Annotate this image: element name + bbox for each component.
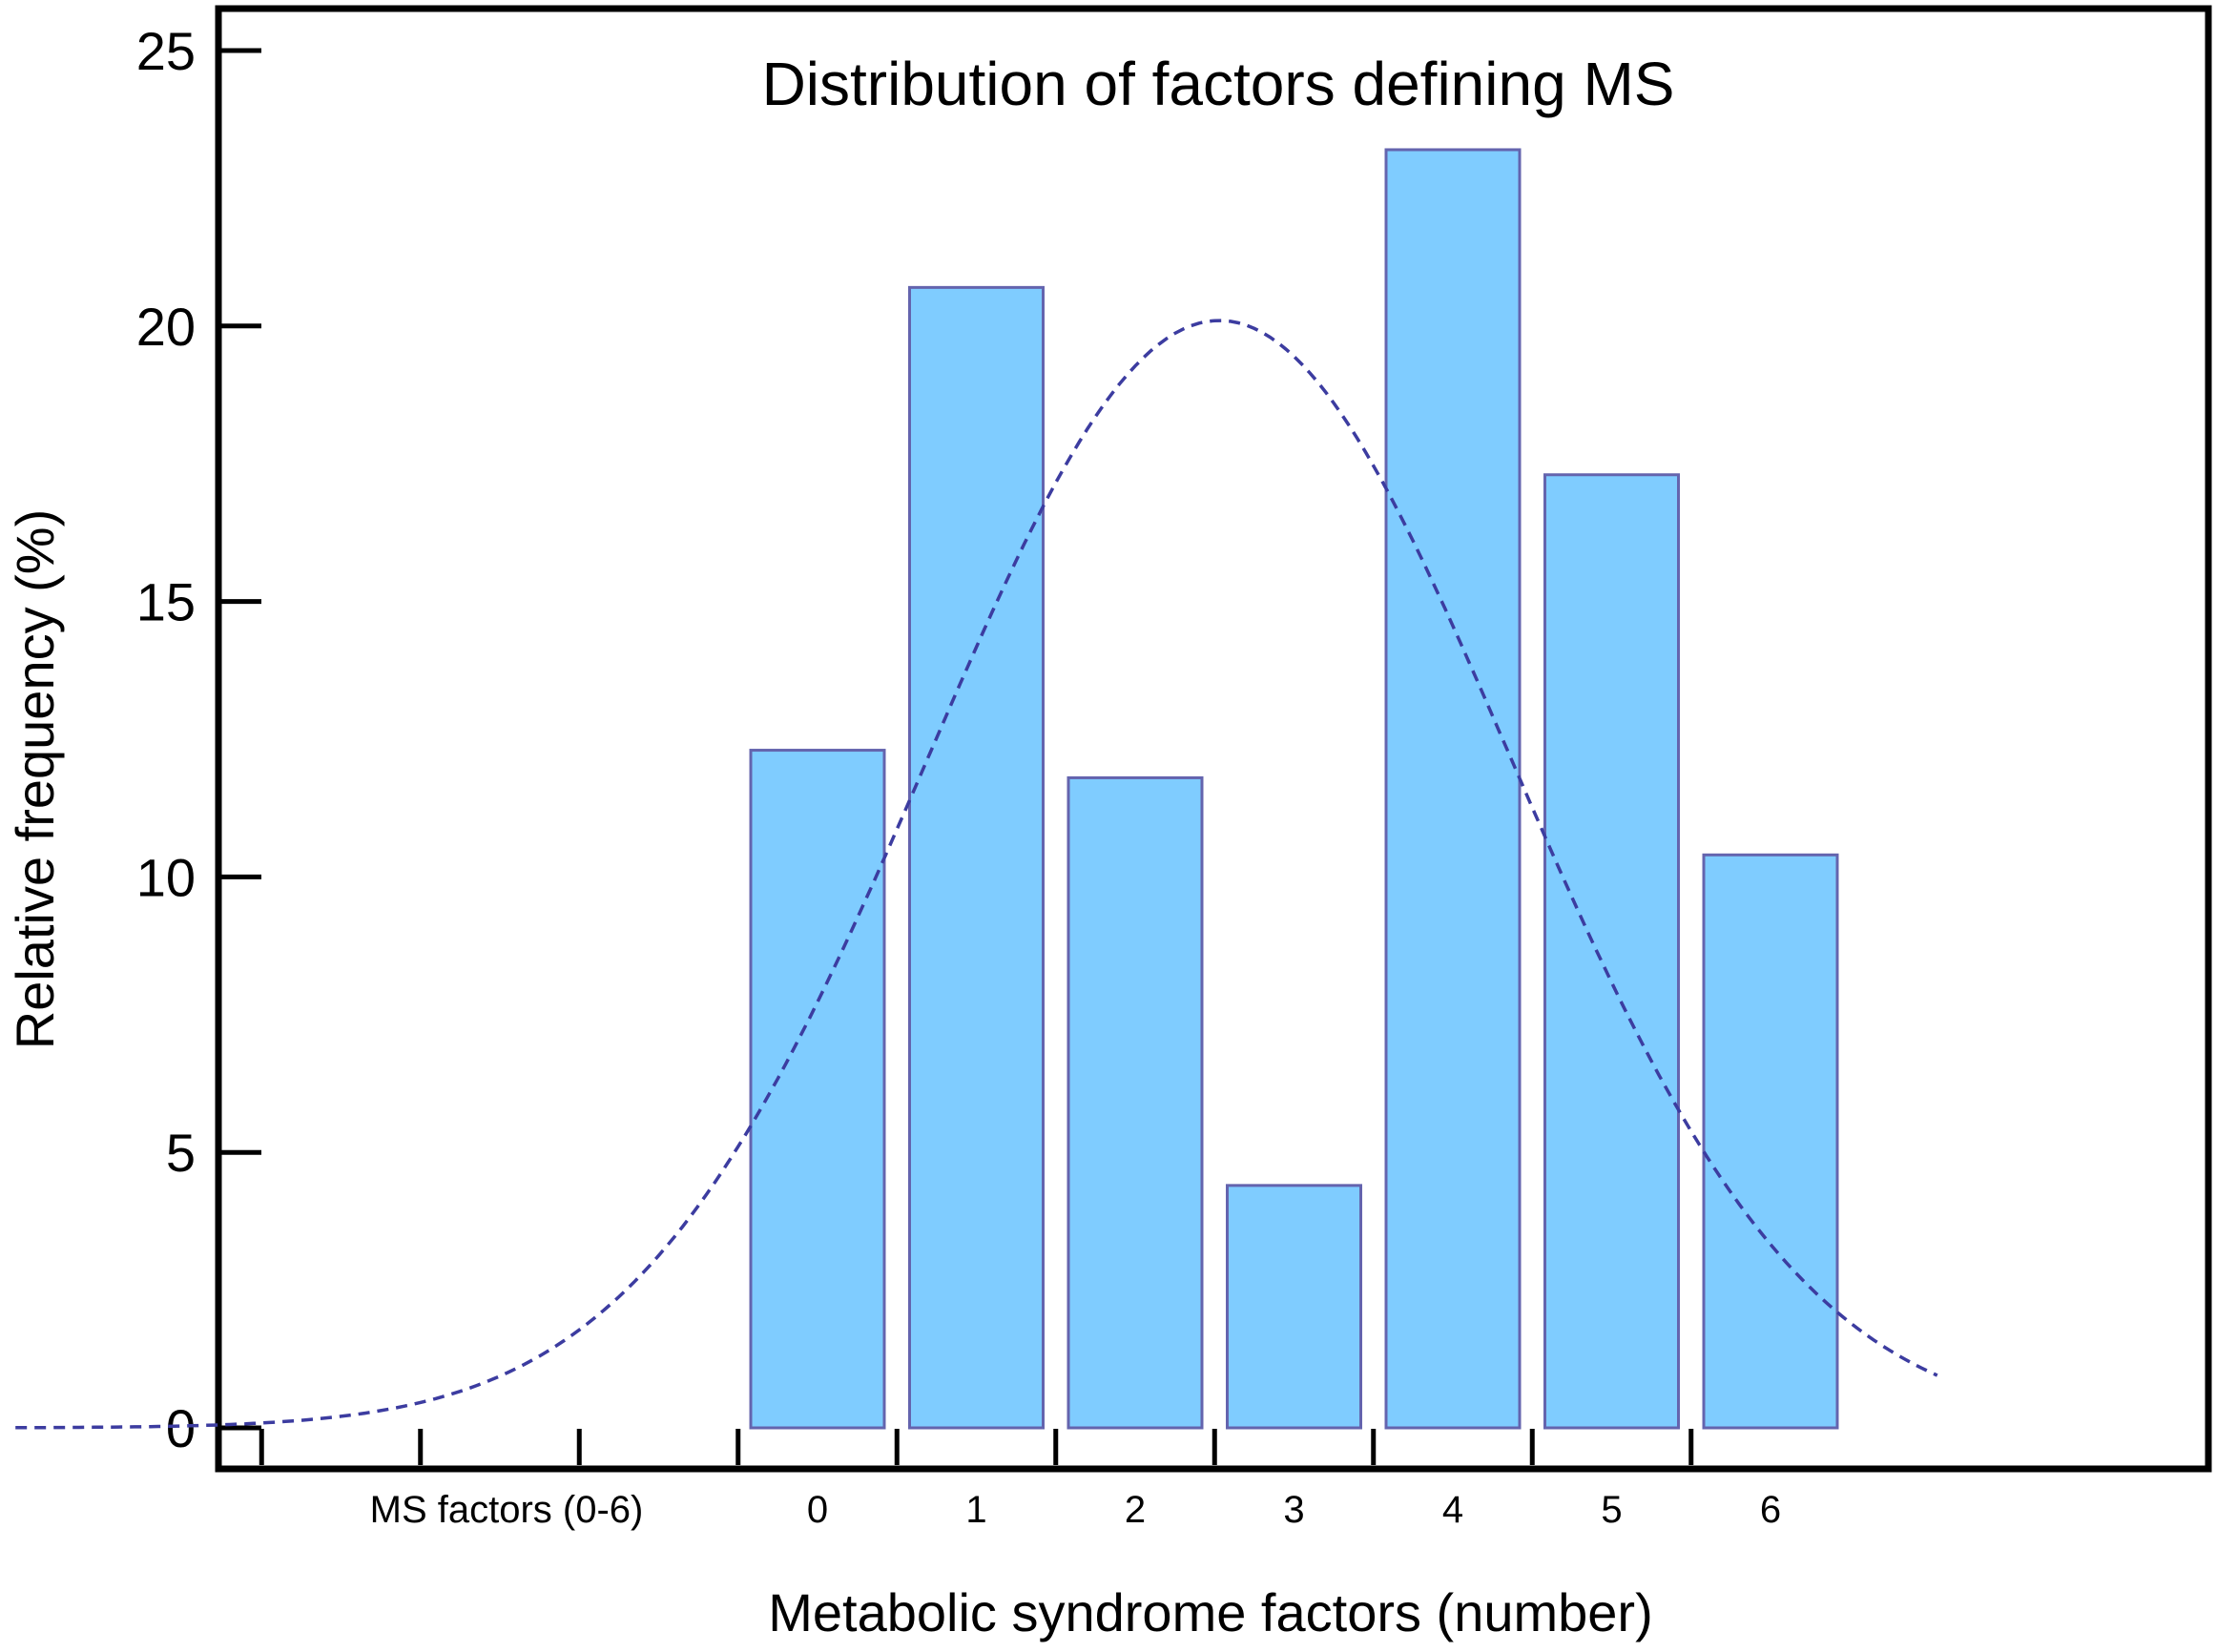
x-tick-label: 2 — [1125, 1489, 1146, 1531]
bar-5 — [1543, 473, 1680, 1430]
x-group-label: MS factors (0-6) — [370, 1489, 644, 1531]
bar-0 — [749, 749, 886, 1430]
x-tick-label: 1 — [965, 1489, 986, 1531]
y-tick-label: 10 — [136, 847, 196, 907]
chart-title: Distribution of factors defining MS — [762, 50, 1675, 118]
x-tick-label: 3 — [1283, 1489, 1304, 1531]
bars-group — [749, 148, 1839, 1430]
y-tick-label: 0 — [166, 1398, 196, 1458]
normal-fit-curve — [15, 319, 1938, 1430]
bar-1 — [908, 285, 1045, 1430]
x-axis-ticks — [259, 1429, 1694, 1465]
bar-4 — [1384, 148, 1522, 1430]
y-tick-label: 25 — [136, 21, 196, 81]
x-tick-label: 5 — [1601, 1489, 1622, 1531]
y-tick-label: 15 — [136, 572, 196, 632]
plot-frame — [215, 5, 2212, 1473]
x-tick-label: 4 — [1442, 1489, 1463, 1531]
y-tick-label: 20 — [136, 297, 196, 357]
x-category-labels: 0 1 2 3 4 5 6 — [807, 1489, 1781, 1531]
x-tick-label: 0 — [807, 1489, 828, 1531]
bar-2 — [1067, 775, 1204, 1430]
x-axis-label: Metabolic syndrome factors (number) — [768, 1582, 1652, 1642]
y-tick-label: 5 — [166, 1123, 196, 1183]
bar-3 — [1226, 1184, 1362, 1430]
y-axis-label: Relative frequency (%) — [5, 509, 65, 1049]
x-tick-label: 6 — [1760, 1489, 1781, 1531]
y-axis-ticks: 0 5 10 15 20 25 — [136, 21, 261, 1458]
bar-6 — [1702, 853, 1839, 1430]
